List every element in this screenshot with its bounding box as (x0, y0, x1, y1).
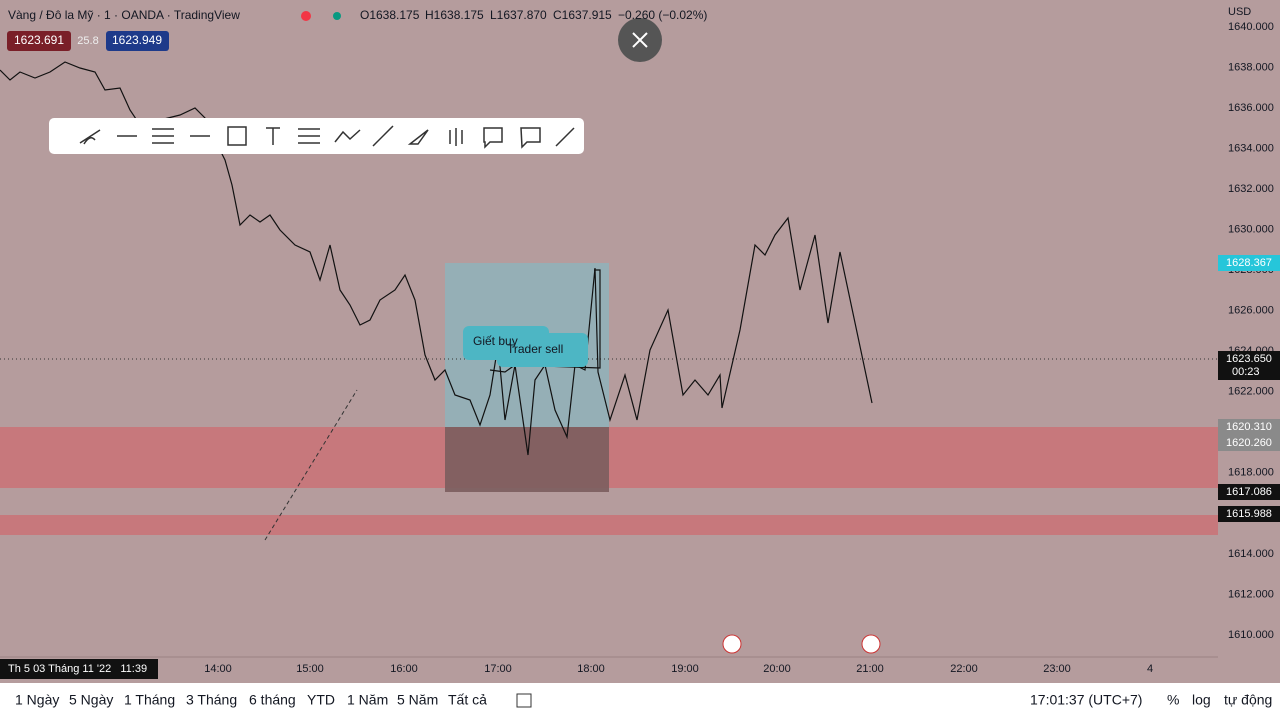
sell-button[interactable] (7, 31, 71, 51)
price-label: 1626.000 (1228, 305, 1274, 317)
price-label: 1630.000 (1228, 224, 1274, 236)
buy-button[interactable] (106, 31, 169, 51)
badge (1218, 506, 1280, 522)
currency[interactable]: USD (1228, 6, 1251, 18)
badge (1218, 419, 1280, 451)
bottom-bar (0, 683, 1280, 719)
badge-text: 1623.650 (1226, 353, 1272, 365)
status-dot (333, 12, 341, 20)
cursor-badge (0, 659, 158, 679)
time-label: 14:00 (204, 663, 232, 675)
price-label: 1634.000 (1228, 142, 1274, 154)
badge-text: 1620.260 (1226, 437, 1272, 449)
range-button[interactable]: 3 Tháng (186, 692, 237, 708)
time-label: 18:00 (577, 663, 605, 675)
badge-text: 1628.367 (1226, 257, 1272, 269)
price-label: 1636.000 (1228, 102, 1274, 114)
price-label: 1614.000 (1228, 548, 1274, 560)
note-bubble (497, 333, 588, 367)
range-button[interactable]: 5 Ngày (69, 692, 113, 708)
price-label: 1638.000 (1228, 61, 1274, 73)
ohlc: C1637.915 (553, 8, 612, 22)
price-label: 1618.000 (1228, 467, 1274, 479)
price-label: 1622.000 (1228, 386, 1274, 398)
badge (1218, 351, 1280, 380)
note: Trader sell (507, 342, 563, 356)
range-button[interactable]: YTD (307, 692, 335, 708)
symbol: Vàng / Đô la Mỹ · 1 · OANDA · TradingVie… (8, 8, 240, 22)
percent-toggle[interactable]: % (1167, 692, 1179, 708)
date-range-icon[interactable] (516, 693, 532, 708)
time-label: 22:00 (950, 663, 978, 675)
note: Giết buy (473, 334, 518, 348)
price-label: 1640.000 (1228, 21, 1274, 33)
range-button[interactable]: 5 Năm (397, 692, 438, 708)
badge (1218, 484, 1280, 500)
time-label: 21:00 (856, 663, 884, 675)
badge-text: 1617.086 (1226, 486, 1272, 498)
time-label: 20:00 (763, 663, 791, 675)
ohlc: O1638.175 (360, 8, 420, 22)
range-buttons: 1 Ngày 5 Ngày 1 Tháng 3 Tháng 6 tháng YTD 1 Nă… (15, 692, 487, 708)
trend-line (264, 389, 358, 541)
time-label: 16:00 (390, 663, 418, 675)
price-label: 1632.000 (1228, 183, 1274, 195)
range-button[interactable]: 1 Năm (347, 692, 388, 708)
event-flag[interactable] (861, 634, 881, 654)
log-toggle[interactable]: log (1192, 692, 1211, 708)
ohlc: H1638.175 (425, 8, 484, 22)
ohlc-change: −0.260 (−0.02%) (618, 8, 707, 22)
sell-price: 1623.691 (14, 33, 64, 47)
time-label: 4 (1147, 663, 1153, 675)
buy-price: 1623.949 (112, 33, 162, 47)
close-icon (632, 32, 648, 48)
clock: 17:01:37 (UTC+7) (1030, 692, 1142, 708)
time-label: 19:00 (671, 663, 699, 675)
badge-text: 00:23 (1232, 366, 1260, 378)
range-button[interactable]: 1 Ngày (15, 692, 59, 708)
loss-box (445, 427, 609, 492)
price-label: 1612.000 (1228, 588, 1274, 600)
time-label: 17:00 (484, 663, 512, 675)
ohlc: L1637.870 (490, 8, 547, 22)
badge-text: 1615.988 (1226, 508, 1272, 520)
chart-bg (0, 0, 1280, 683)
price-axis: 1640.000 1638.000 1636.000 1634.000 1632.000… (1228, 21, 1274, 641)
status-dot (301, 11, 311, 21)
cursor-time: Th 5 03 Tháng 11 '22 11:39 (8, 663, 147, 675)
time-label: 23:00 (1043, 663, 1071, 675)
range-button[interactable]: Tất cả (448, 692, 487, 708)
event-flag[interactable] (722, 634, 742, 654)
spread: 25.8 (77, 35, 98, 47)
price-label: 1610.000 (1228, 629, 1274, 641)
zone (0, 515, 1218, 535)
badge (1218, 255, 1280, 271)
badge-text: 1620.310 (1226, 421, 1272, 433)
time-axis: 14:00 15:00 16:00 17:00 18:00 19:00 20:00 21:00… (204, 663, 1153, 675)
range-button[interactable]: 6 tháng (249, 692, 296, 708)
toolbar-icons (79, 125, 575, 149)
range-button[interactable]: 1 Tháng (124, 692, 175, 708)
time-label: 15:00 (296, 663, 324, 675)
auto-toggle[interactable]: tự động (1224, 692, 1272, 708)
